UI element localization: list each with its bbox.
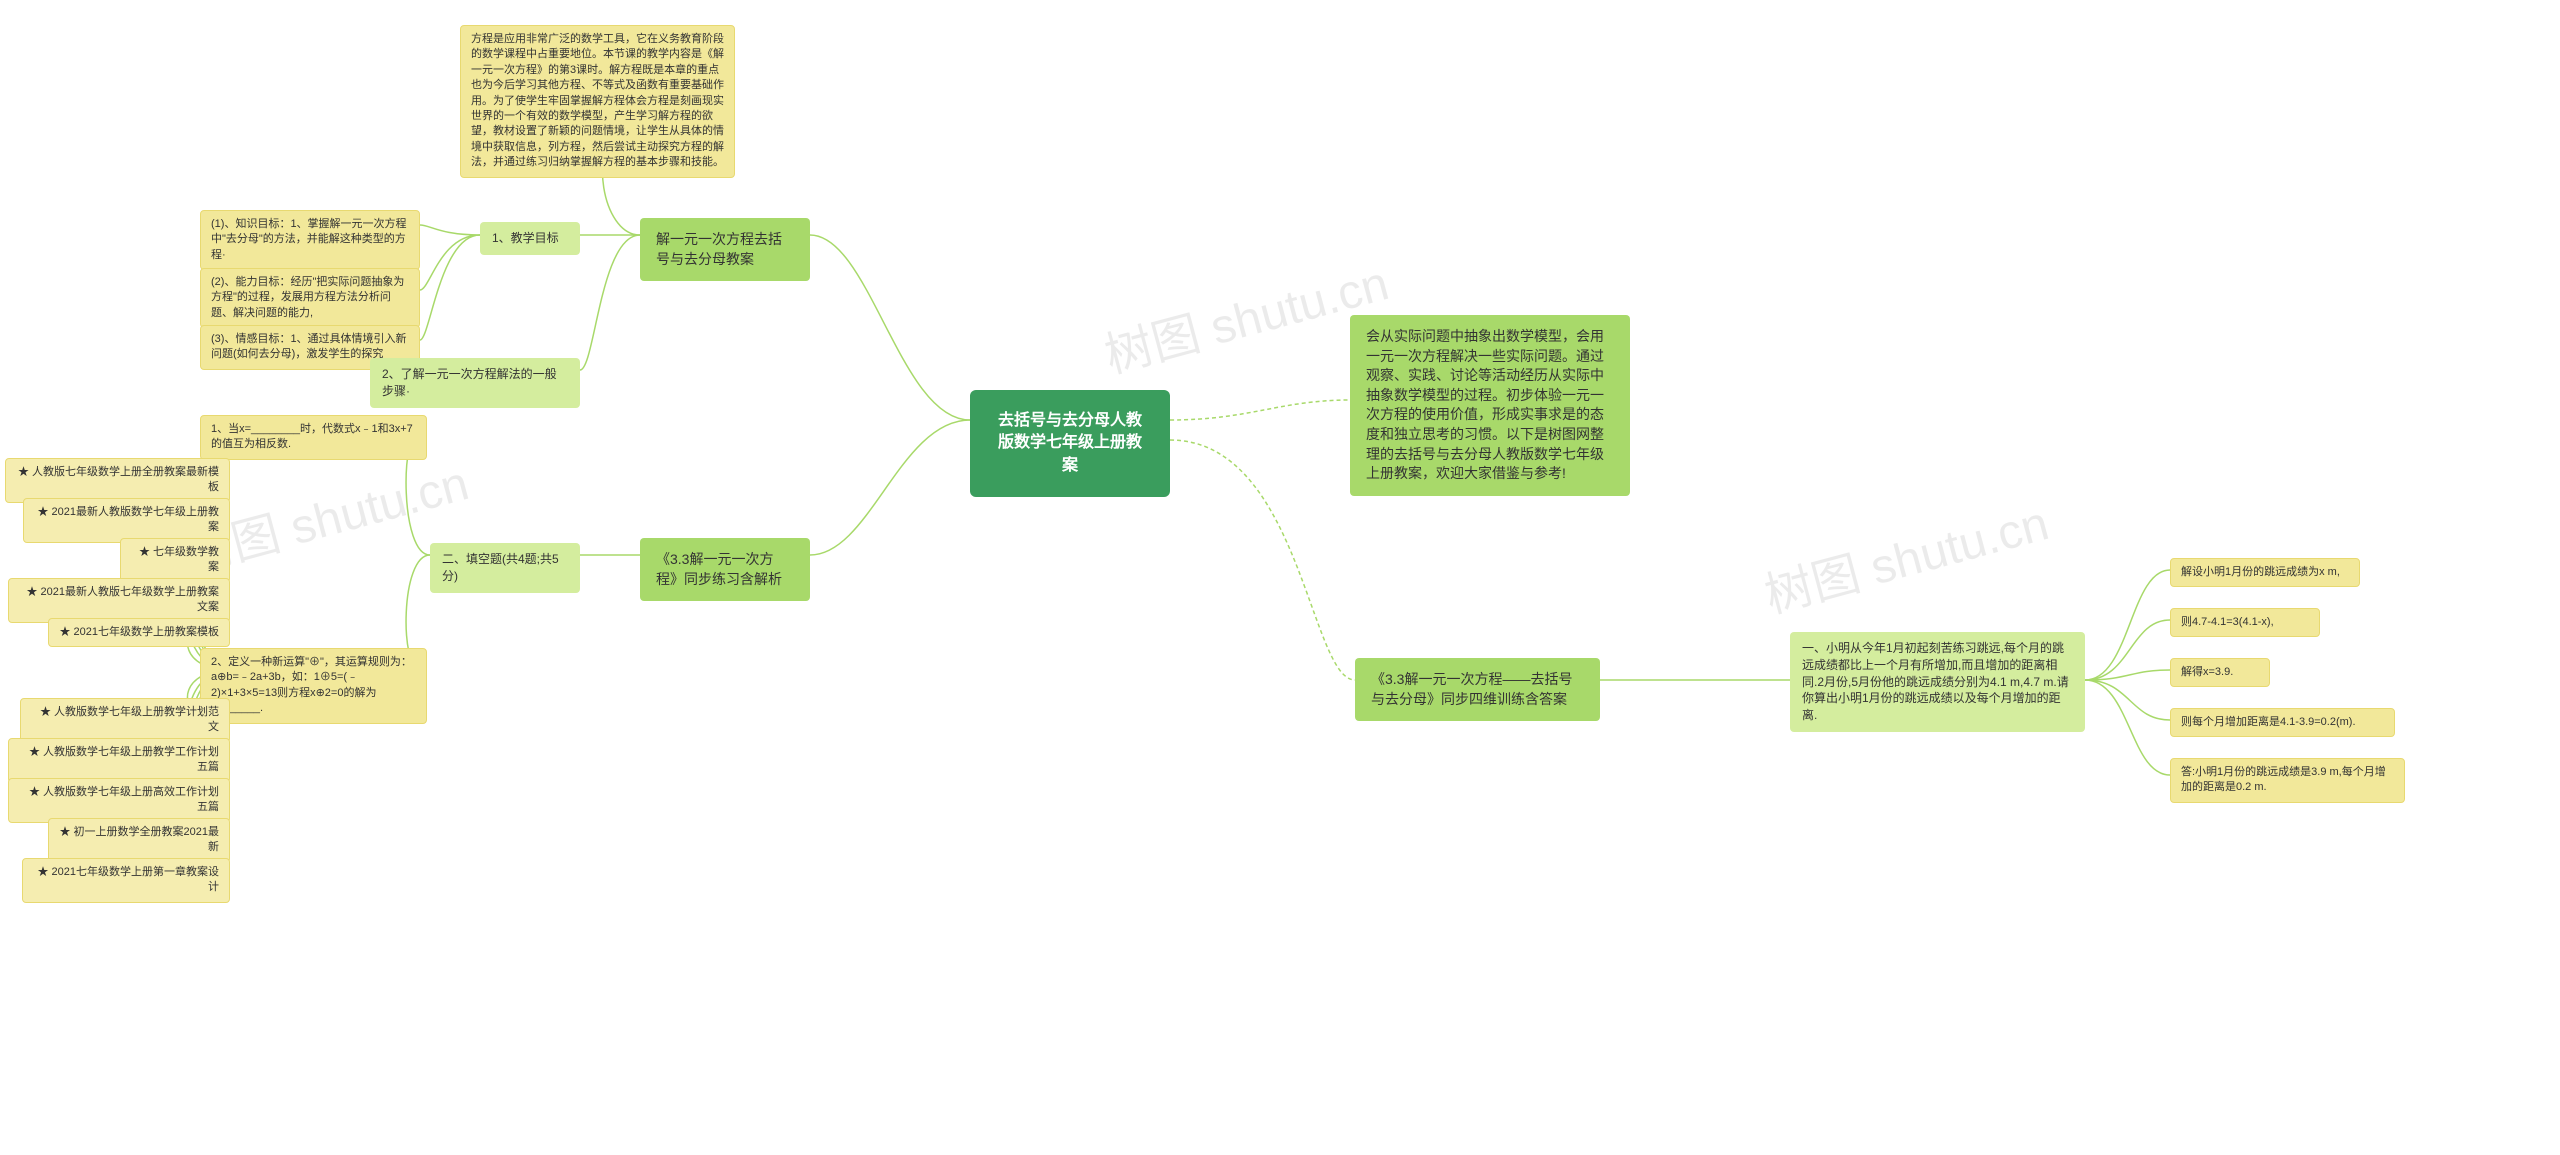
- goal-item[interactable]: (2)、能力目标：经历"把实际问题抽象为方程"的过程，发展用方程方法分析问题、解…: [200, 268, 420, 328]
- lesson-intro-node[interactable]: 方程是应用非常广泛的数学工具，它在义务教育阶段的数学课程中占重要地位。本节课的教…: [460, 25, 735, 178]
- article-link[interactable]: ★ 人教版七年级数学上册全册教案最新模板: [5, 458, 230, 503]
- solution-step[interactable]: 答:小明1月份的跳远成绩是3.9 m,每个月增加的距离是0.2 m.: [2170, 758, 2405, 803]
- article-link[interactable]: ★ 2021七年级数学上册第一章教案设计: [22, 858, 230, 903]
- fillblank-item-text: 1、当x=________时，代数式x﹣1和3x+7的值互为相反数.: [211, 422, 416, 453]
- goal-item[interactable]: (1)、知识目标：1、掌握解一元一次方程中"去分母"的方法，并能解这种类型的方程…: [200, 210, 420, 270]
- article-link-text: ★ 人教版数学七年级上册高效工作计划五篇: [19, 785, 219, 816]
- goal-item-text: (1)、知识目标：1、掌握解一元一次方程中"去分母"的方法，并能解这种类型的方程…: [211, 217, 409, 263]
- watermark: 树图 shutu.cn: [1756, 484, 2055, 627]
- article-link-text: ★ 2021七年级数学上册第一章教案设计: [33, 865, 219, 896]
- article-link[interactable]: ★ 2021七年级数学上册教案模板: [48, 618, 230, 647]
- left-practice-title: 《3.3解一元一次方程》同步练习含解析: [656, 550, 794, 589]
- fillblank-item[interactable]: 1、当x=________时，代数式x﹣1和3x+7的值互为相反数.: [200, 415, 427, 460]
- root-node[interactable]: 去括号与去分母人教版数学七年级上册教案: [970, 390, 1170, 497]
- root-title: 去括号与去分母人教版数学七年级上册教案: [994, 410, 1146, 477]
- right-description-node[interactable]: 会从实际问题中抽象出数学模型，会用一元一次方程解决一些实际问题。通过观察、实践、…: [1350, 315, 1630, 496]
- solution-step[interactable]: 则4.7-4.1=3(4.1-x),: [2170, 608, 2320, 637]
- left-lesson-title: 解一元一次方程去括号与去分母教案: [656, 230, 794, 269]
- article-link[interactable]: ★ 人教版数学七年级上册教学工作计划五篇: [8, 738, 230, 783]
- article-link[interactable]: ★ 初一上册数学全册教案2021最新: [48, 818, 230, 863]
- solution-step[interactable]: 解得x=3.9.: [2170, 658, 2270, 687]
- article-link[interactable]: ★ 七年级数学教案: [120, 538, 230, 583]
- fillblank-item-text: 2、定义一种新运算"⊕"，其运算规则为：a⊕b=﹣2a+3b，如：1⊕5=(﹣2…: [211, 655, 416, 717]
- right-problem-text: 一、小明从今年1月初起刻苦练习跳远,每个月的跳远成绩都比上一个月有所增加,而且增…: [1802, 640, 2073, 724]
- article-link-text: ★ 2021七年级数学上册教案模板: [59, 625, 219, 640]
- right-description-text: 会从实际问题中抽象出数学模型，会用一元一次方程解决一些实际问题。通过观察、实践、…: [1366, 327, 1614, 484]
- left-lesson-node[interactable]: 解一元一次方程去括号与去分母教案: [640, 218, 810, 281]
- solution-step-text: 解设小明1月份的跳远成绩为x m,: [2181, 565, 2340, 580]
- left-practice-node[interactable]: 《3.3解一元一次方程》同步练习含解析: [640, 538, 810, 601]
- teaching-goal-node[interactable]: 1、教学目标: [480, 222, 580, 255]
- article-link[interactable]: ★ 2021最新人教版七年级数学上册教案文案: [8, 578, 230, 623]
- article-link[interactable]: ★ 人教版数学七年级上册高效工作计划五篇: [8, 778, 230, 823]
- article-link-text: ★ 人教版数学七年级上册教学计划范文: [31, 705, 219, 736]
- solution-step[interactable]: 解设小明1月份的跳远成绩为x m,: [2170, 558, 2360, 587]
- solution-step-text: 则4.7-4.1=3(4.1-x),: [2181, 615, 2274, 630]
- right-exercise-title: 《3.3解一元一次方程——去括号与去分母》同步四维训练含答案: [1371, 670, 1584, 709]
- solution-step-text: 解得x=3.9.: [2181, 665, 2233, 680]
- fillblank-title: 二、填空题(共4题;共5分): [442, 551, 568, 585]
- right-exercise-node[interactable]: 《3.3解一元一次方程——去括号与去分母》同步四维训练含答案: [1355, 658, 1600, 721]
- article-link[interactable]: ★ 人教版数学七年级上册教学计划范文: [20, 698, 230, 743]
- solution-step[interactable]: 则每个月增加距离是4.1-3.9=0.2(m).: [2170, 708, 2395, 737]
- article-link[interactable]: ★ 2021最新人教版数学七年级上册教案: [23, 498, 230, 543]
- method-text: 2、了解一元一次方程解法的一般步骤·: [382, 366, 568, 400]
- article-link-text: ★ 人教版七年级数学上册全册教案最新模板: [16, 465, 219, 496]
- article-link-text: ★ 2021最新人教版七年级数学上册教案文案: [19, 585, 219, 616]
- article-link-text: ★ 初一上册数学全册教案2021最新: [59, 825, 219, 856]
- solution-step-text: 答:小明1月份的跳远成绩是3.9 m,每个月增加的距离是0.2 m.: [2181, 765, 2394, 796]
- teaching-goal-title: 1、教学目标: [492, 230, 559, 247]
- article-link-text: ★ 人教版数学七年级上册教学工作计划五篇: [19, 745, 219, 776]
- solution-step-text: 则每个月增加距离是4.1-3.9=0.2(m).: [2181, 715, 2356, 730]
- lesson-intro-text: 方程是应用非常广泛的数学工具，它在义务教育阶段的数学课程中占重要地位。本节课的教…: [471, 32, 724, 171]
- method-node[interactable]: 2、了解一元一次方程解法的一般步骤·: [370, 358, 580, 408]
- article-link-text: ★ 七年级数学教案: [131, 545, 219, 576]
- right-problem-node[interactable]: 一、小明从今年1月初起刻苦练习跳远,每个月的跳远成绩都比上一个月有所增加,而且增…: [1790, 632, 2085, 732]
- article-link-text: ★ 2021最新人教版数学七年级上册教案: [34, 505, 219, 536]
- goal-item-text: (2)、能力目标：经历"把实际问题抽象为方程"的过程，发展用方程方法分析问题、解…: [211, 275, 409, 321]
- fillblank-node[interactable]: 二、填空题(共4题;共5分): [430, 543, 580, 593]
- fillblank-item[interactable]: 2、定义一种新运算"⊕"，其运算规则为：a⊕b=﹣2a+3b，如：1⊕5=(﹣2…: [200, 648, 427, 724]
